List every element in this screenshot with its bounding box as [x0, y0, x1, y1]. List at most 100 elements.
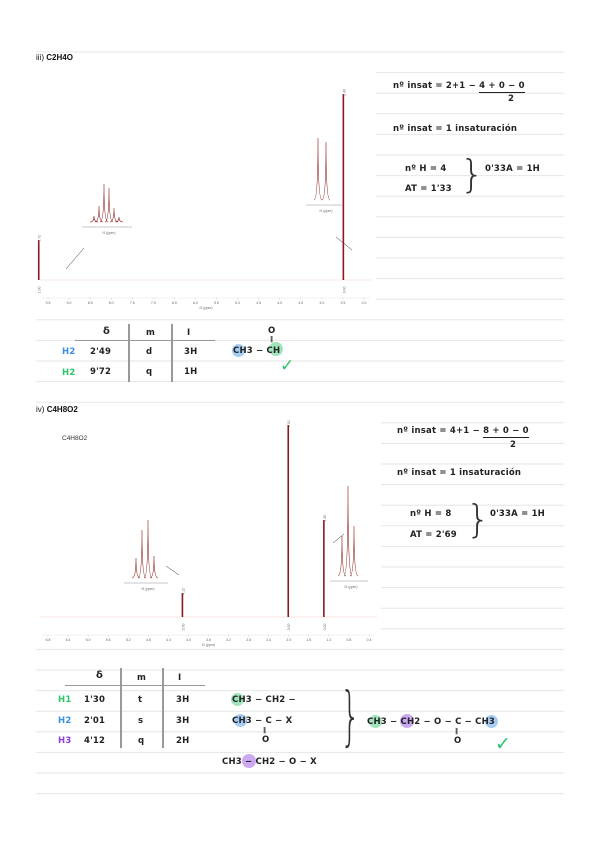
insat-denominator: 2 [510, 440, 517, 450]
cho-group: CH [266, 346, 281, 356]
header-multiplicity: m [146, 328, 156, 338]
tick-label: 2.4 [266, 638, 271, 642]
integral-label: 1.00 [38, 287, 42, 294]
tick-label: 4.8 [146, 638, 151, 642]
peak-label: 4.12 [181, 588, 185, 595]
highlight-circle [231, 693, 244, 706]
inset-zoom: f1 (ppm) [330, 485, 368, 589]
inset-axis-label: f1 (ppm) [319, 209, 332, 213]
structure-acetaldehyde: CH3 − CH [233, 346, 280, 356]
inset-axis-label: f1 (ppm) [102, 231, 115, 235]
tick-label: 6.4 [66, 638, 71, 642]
inset-peak [343, 485, 353, 577]
tick-label: 3.5 [298, 301, 303, 305]
table-divider [162, 668, 164, 748]
spectrum-background [36, 418, 381, 642]
tick-label: 0.8 [347, 638, 352, 642]
multiplicity-value: q [146, 367, 153, 377]
tick-label: 5.5 [214, 301, 219, 305]
table-divider [120, 668, 122, 748]
ch3-group: CH3 [233, 346, 253, 356]
arrow-icon [165, 565, 180, 576]
section-title: iii) C2H4O [36, 53, 73, 62]
inset-zoom: f1 (ppm) [124, 519, 180, 591]
tick-label: 1.2 [326, 638, 331, 642]
inset-peak [337, 535, 347, 577]
spectrum-background [36, 72, 376, 305]
tick-label: 6.5 [172, 301, 177, 305]
tick-label: 4.5 [256, 301, 261, 305]
integral-label: 3.00 [342, 287, 346, 294]
total-area: AT = 1'33 [405, 184, 452, 194]
inset-peak [94, 205, 104, 223]
multiplicity-value: q [138, 736, 145, 746]
nmr-spectrum-2: 6.8 6.4 6.0 5.6 5.2 4.8 4.4 4.0 3.6 3.2 2.8 2.4 2.0 1… [36, 418, 381, 647]
inset-peak [149, 555, 159, 579]
tick-label: 1.6 [306, 638, 311, 642]
shift-value: 2'01 [84, 716, 106, 726]
table-divider [75, 340, 215, 342]
insat-lhs: nº insat = 4+1 − [397, 426, 480, 436]
highlight-circle [234, 714, 247, 727]
total-area: AT = 2'69 [410, 530, 457, 540]
inset-peak [131, 557, 141, 579]
integral-value: 3H [176, 695, 190, 705]
peak-label: 2.49 [342, 89, 346, 96]
double-bond: ‖ [263, 727, 267, 734]
integral-label: 3.00 [323, 624, 327, 631]
insat-result: nº insat = 1 insaturación [393, 124, 518, 134]
shift-value: 1'30 [84, 695, 106, 705]
highlight-circle [369, 715, 382, 728]
tick-label: 6.0 [193, 301, 198, 305]
bond: − [256, 346, 264, 356]
inset-peak [104, 187, 114, 223]
hydrogen-count: nº H = 8 [410, 509, 452, 519]
multiplicity-value: s [138, 716, 144, 726]
fragment-ethyl: CH3 − CH2 − [232, 695, 296, 705]
fragment-acetyl: CH3 − C − X [232, 716, 293, 726]
oxygen-atom: O [268, 326, 276, 336]
oxygen-atom: O [454, 736, 462, 746]
integral-label: 3.00 [287, 624, 291, 631]
highlight-circle [269, 342, 283, 356]
proton-label: H2 [62, 368, 76, 378]
multiplicity-value: t [138, 695, 143, 705]
tick-label: 2.0 [362, 301, 367, 305]
table-divider [128, 324, 130, 382]
nmr-peak [37, 240, 40, 280]
inset-axis-label: f1 (ppm) [141, 587, 154, 591]
arrow-icon [332, 533, 345, 544]
tick-label: 5.6 [106, 638, 111, 642]
insat-numerator: 4 + 0 − 0 [479, 81, 525, 93]
tick-label: 6.0 [86, 638, 91, 642]
multiplicity-value: d [146, 347, 153, 357]
section-title: iv) C4H8O2 [36, 405, 78, 414]
highlight-circle [232, 344, 245, 357]
arrow-icon [65, 247, 85, 270]
proton-label: H2 [62, 347, 76, 357]
tick-label: 2.5 [340, 301, 345, 305]
peak-label: 1.30 [323, 515, 327, 522]
x-axis-label: f1 (ppm) [202, 643, 215, 647]
x-axis-label: f1 (ppm) [199, 306, 212, 310]
tick-label: 8.0 [109, 301, 114, 305]
proton-label: H1 [58, 695, 72, 705]
tick-label: 0.4 [367, 638, 372, 642]
highlight-circle [485, 715, 498, 728]
inset-peak [109, 207, 119, 223]
inset-peak [114, 216, 124, 223]
tick-label: 8.5 [88, 301, 93, 305]
nmr-spectrum-1: 9.5 9.0 8.5 8.0 7.5 7.0 6.5 6.0 5.5 5.0 4.5 4.0 3.5 3… [36, 72, 376, 310]
double-bond: ‖ [455, 728, 459, 735]
area-ratio: 0'33A = 1H [490, 509, 545, 519]
insat-numerator: 8 + 0 − 0 [483, 426, 529, 438]
inset-axis-label: f1 (ppm) [344, 585, 357, 589]
insat-equation: nº insat = 2+1 − 4 + 0 − 0 [393, 81, 525, 93]
oxygen-atom: O [262, 735, 270, 745]
highlight-circle [242, 754, 256, 768]
insat-denominator: 2 [508, 94, 515, 104]
brace-icon: } [340, 680, 361, 754]
tick-label: 3.0 [319, 301, 324, 305]
nmr-peak [342, 94, 345, 280]
tick-label: 2.8 [246, 638, 251, 642]
